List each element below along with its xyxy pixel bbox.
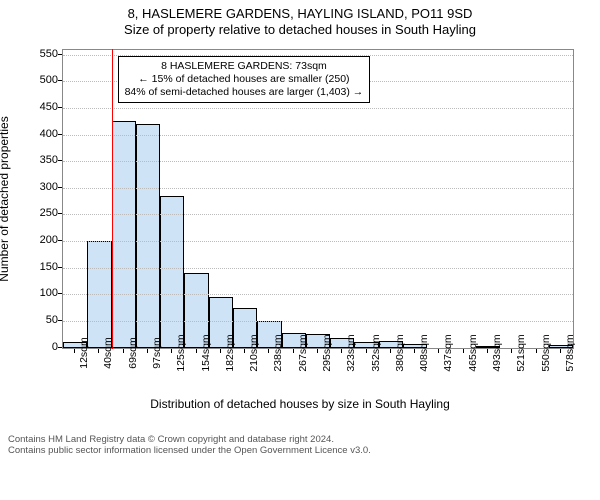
x-tick-label: 97sqm [151, 337, 163, 369]
gridline [63, 161, 573, 162]
y-tick-mark [58, 107, 62, 108]
annotation-line1: 8 HASLEMERE GARDENS: 73sqm [125, 60, 364, 73]
annotation-line2: ← 15% of detached houses are smaller (25… [125, 73, 364, 86]
chart-header: 8, HASLEMERE GARDENS, HAYLING ISLAND, PO… [0, 0, 600, 39]
x-tick-label: 437sqm [442, 334, 454, 371]
x-tick-mark [536, 349, 537, 353]
x-tick-mark [511, 349, 512, 353]
x-tick-label: 352sqm [370, 334, 382, 371]
x-tick-mark [560, 349, 561, 353]
y-tick-mark [58, 347, 62, 348]
gridline [63, 108, 573, 109]
title-subtitle: Size of property relative to detached ho… [0, 22, 600, 38]
x-tick-label: 12sqm [78, 337, 90, 369]
y-tick-label: 550 [18, 48, 58, 60]
footer-line1: Contains HM Land Registry data © Crown c… [8, 434, 592, 445]
x-tick-label: 521sqm [515, 334, 527, 371]
x-tick-mark [171, 349, 172, 353]
x-axis-label: Distribution of detached houses by size … [0, 397, 600, 411]
x-tick-label: 493sqm [491, 334, 503, 371]
y-axis-label: Number of detached properties [0, 116, 11, 281]
x-tick-label: 154sqm [200, 334, 212, 371]
x-tick-mark [390, 349, 391, 353]
x-tick-label: 408sqm [418, 334, 430, 371]
y-tick-label: 0 [18, 341, 58, 353]
y-tick-mark [58, 240, 62, 241]
x-tick-label: 210sqm [248, 334, 260, 371]
x-tick-label: 69sqm [127, 337, 139, 369]
y-tick-mark [58, 293, 62, 294]
y-tick-label: 100 [18, 287, 58, 299]
x-tick-mark [414, 349, 415, 353]
title-address: 8, HASLEMERE GARDENS, HAYLING ISLAND, PO… [0, 6, 600, 22]
y-tick-mark [58, 54, 62, 55]
x-tick-mark [220, 349, 221, 353]
annotation-line3: 84% of semi-detached houses are larger (… [125, 86, 364, 99]
x-tick-mark [196, 349, 197, 353]
x-tick-label: 550sqm [540, 334, 552, 371]
x-tick-label: 380sqm [394, 334, 406, 371]
x-tick-mark [317, 349, 318, 353]
y-tick-mark [58, 320, 62, 321]
x-tick-label: 465sqm [467, 334, 479, 371]
subject-marker-line [112, 49, 113, 349]
x-tick-label: 40sqm [102, 337, 114, 369]
gridline [63, 241, 573, 242]
x-tick-mark [438, 349, 439, 353]
x-tick-mark [244, 349, 245, 353]
gridline [63, 294, 573, 295]
y-tick-label: 200 [18, 234, 58, 246]
x-tick-label: 238sqm [272, 334, 284, 371]
histogram-bar [112, 121, 136, 347]
histogram-bar [160, 196, 184, 348]
x-tick-label: 182sqm [224, 334, 236, 371]
y-tick-label: 450 [18, 101, 58, 113]
gridline [63, 214, 573, 215]
gridline [63, 135, 573, 136]
x-tick-label: 323sqm [345, 334, 357, 371]
histogram-bar [136, 124, 160, 348]
annotation-box: 8 HASLEMERE GARDENS: 73sqm ← 15% of deta… [118, 56, 371, 103]
chart-area: Number of detached properties 8 HASLEMER… [0, 39, 600, 434]
x-tick-mark [98, 349, 99, 353]
x-tick-mark [487, 349, 488, 353]
gridline [63, 321, 573, 322]
x-tick-mark [268, 349, 269, 353]
y-tick-label: 150 [18, 261, 58, 273]
gridline [63, 268, 573, 269]
plot-region: 8 HASLEMERE GARDENS: 73sqm ← 15% of deta… [62, 49, 574, 349]
x-tick-mark [293, 349, 294, 353]
x-tick-mark [366, 349, 367, 353]
x-tick-label: 267sqm [297, 334, 309, 371]
y-tick-label: 400 [18, 128, 58, 140]
y-tick-mark [58, 160, 62, 161]
x-tick-mark [123, 349, 124, 353]
x-tick-mark [341, 349, 342, 353]
y-tick-mark [58, 187, 62, 188]
footer-line2: Contains public sector information licen… [8, 445, 592, 456]
y-tick-label: 250 [18, 207, 58, 219]
x-tick-label: 125sqm [175, 334, 187, 371]
x-tick-label: 295sqm [321, 334, 333, 371]
y-tick-mark [58, 80, 62, 81]
gridline [63, 188, 573, 189]
x-tick-mark [147, 349, 148, 353]
y-tick-label: 350 [18, 154, 58, 166]
y-tick-mark [58, 267, 62, 268]
x-tick-mark [463, 349, 464, 353]
x-tick-label: 578sqm [564, 334, 576, 371]
y-tick-label: 300 [18, 181, 58, 193]
x-tick-mark [74, 349, 75, 353]
footer: Contains HM Land Registry data © Crown c… [0, 434, 600, 457]
y-tick-label: 50 [18, 314, 58, 326]
y-tick-mark [58, 134, 62, 135]
y-tick-label: 500 [18, 74, 58, 86]
y-tick-mark [58, 213, 62, 214]
